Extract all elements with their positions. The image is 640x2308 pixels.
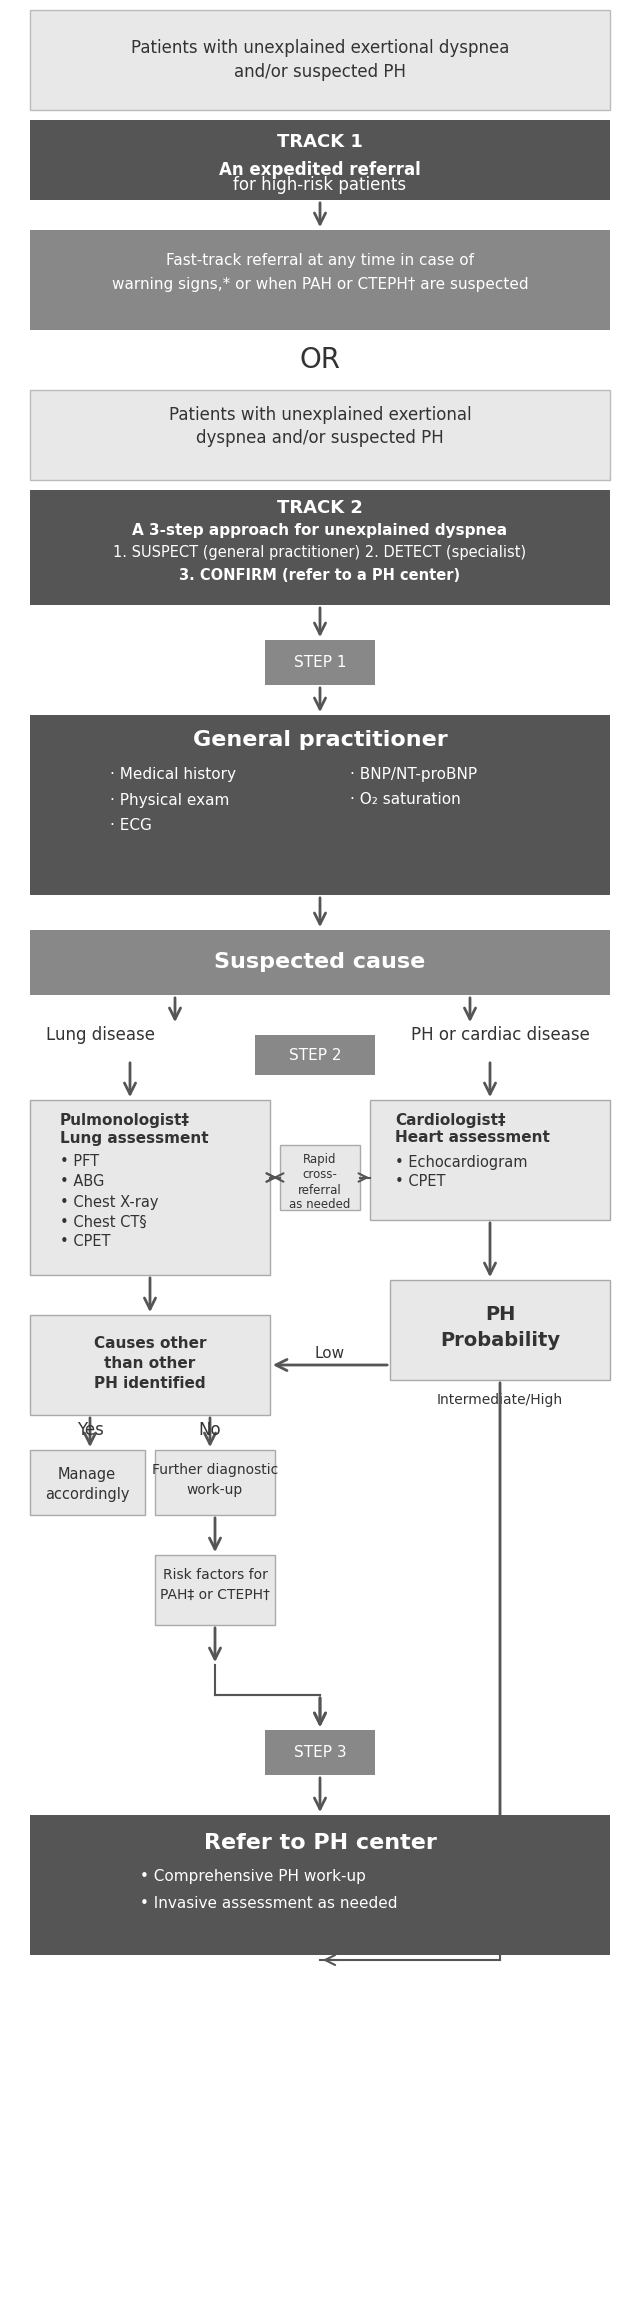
- Text: work-up: work-up: [187, 1484, 243, 1498]
- FancyBboxPatch shape: [30, 9, 610, 111]
- Text: · ECG: · ECG: [110, 817, 152, 833]
- Text: • Echocardiogram: • Echocardiogram: [395, 1154, 527, 1170]
- Text: accordingly: accordingly: [45, 1486, 129, 1503]
- FancyBboxPatch shape: [30, 489, 610, 605]
- Text: cross-: cross-: [303, 1168, 337, 1182]
- Text: · BNP/NT-proBNP: · BNP/NT-proBNP: [350, 769, 477, 782]
- Text: Manage: Manage: [58, 1468, 116, 1482]
- Text: Cardiologist‡: Cardiologist‡: [395, 1112, 506, 1129]
- Text: No: No: [198, 1422, 221, 1438]
- FancyBboxPatch shape: [30, 715, 610, 896]
- Text: Lung assessment: Lung assessment: [60, 1131, 209, 1145]
- FancyBboxPatch shape: [265, 1731, 375, 1775]
- Text: Suspected cause: Suspected cause: [214, 953, 426, 972]
- Text: STEP 3: STEP 3: [294, 1745, 346, 1761]
- Text: Patients with unexplained exertional: Patients with unexplained exertional: [169, 406, 471, 425]
- FancyBboxPatch shape: [30, 1449, 145, 1514]
- Text: warning signs,* or when PAH or CTEPH† are suspected: warning signs,* or when PAH or CTEPH† ar…: [112, 277, 528, 293]
- Text: for high-risk patients: for high-risk patients: [234, 175, 406, 194]
- FancyBboxPatch shape: [30, 930, 610, 995]
- Text: PH or cardiac disease: PH or cardiac disease: [411, 1027, 589, 1043]
- Text: referral: referral: [298, 1184, 342, 1196]
- FancyBboxPatch shape: [370, 1101, 610, 1221]
- Text: PH: PH: [485, 1306, 515, 1325]
- Text: Heart assessment: Heart assessment: [395, 1131, 550, 1145]
- Text: Rapid: Rapid: [303, 1154, 337, 1166]
- Text: and/or suspected PH: and/or suspected PH: [234, 62, 406, 81]
- Text: A 3-step approach for unexplained dyspnea: A 3-step approach for unexplained dyspne…: [132, 522, 508, 538]
- Text: 3. CONFIRM (refer to a PH center): 3. CONFIRM (refer to a PH center): [179, 568, 461, 582]
- Text: PH identified: PH identified: [94, 1376, 206, 1389]
- FancyBboxPatch shape: [390, 1281, 610, 1380]
- FancyBboxPatch shape: [30, 231, 610, 330]
- Text: · O₂ saturation: · O₂ saturation: [350, 792, 461, 808]
- Text: TRACK 2: TRACK 2: [277, 499, 363, 517]
- FancyBboxPatch shape: [30, 1101, 270, 1274]
- Text: Pulmonologist‡: Pulmonologist‡: [60, 1112, 190, 1129]
- Text: Causes other: Causes other: [93, 1336, 206, 1350]
- Text: Yes: Yes: [77, 1422, 104, 1438]
- FancyBboxPatch shape: [280, 1145, 360, 1209]
- FancyBboxPatch shape: [155, 1556, 275, 1625]
- Text: PAH‡ or CTEPH†: PAH‡ or CTEPH†: [160, 1588, 270, 1602]
- FancyBboxPatch shape: [30, 1814, 610, 1955]
- Text: General practitioner: General practitioner: [193, 729, 447, 750]
- FancyBboxPatch shape: [30, 1316, 270, 1415]
- Text: TRACK 1: TRACK 1: [277, 134, 363, 150]
- Text: Further diagnostic: Further diagnostic: [152, 1463, 278, 1477]
- Text: • CPET: • CPET: [395, 1175, 445, 1189]
- Text: • CPET: • CPET: [60, 1235, 111, 1249]
- Text: · Medical history: · Medical history: [110, 769, 236, 782]
- FancyBboxPatch shape: [30, 120, 610, 201]
- Text: Risk factors for: Risk factors for: [163, 1567, 268, 1581]
- Text: · Physical exam: · Physical exam: [110, 792, 229, 808]
- Text: Lung disease: Lung disease: [45, 1027, 154, 1043]
- FancyBboxPatch shape: [30, 390, 610, 480]
- Text: dyspnea and/or suspected PH: dyspnea and/or suspected PH: [196, 429, 444, 448]
- Text: Refer to PH center: Refer to PH center: [204, 1833, 436, 1853]
- Text: STEP 2: STEP 2: [289, 1048, 341, 1062]
- Text: • Invasive assessment as needed: • Invasive assessment as needed: [140, 1895, 397, 1911]
- Text: Probability: Probability: [440, 1329, 560, 1350]
- Text: • PFT: • PFT: [60, 1154, 99, 1170]
- Text: • Chest X-ray: • Chest X-ray: [60, 1196, 159, 1209]
- Text: • ABG: • ABG: [60, 1175, 104, 1189]
- Text: as needed: as needed: [289, 1198, 351, 1212]
- Text: Fast-track referral at any time in case of: Fast-track referral at any time in case …: [166, 252, 474, 268]
- FancyBboxPatch shape: [265, 639, 375, 685]
- Text: 1. SUSPECT (general practitioner) 2. DETECT (specialist): 1. SUSPECT (general practitioner) 2. DET…: [113, 545, 527, 561]
- Text: than other: than other: [104, 1355, 196, 1371]
- Text: OR: OR: [300, 346, 340, 374]
- FancyBboxPatch shape: [255, 1034, 375, 1076]
- Text: Low: Low: [315, 1346, 345, 1359]
- Text: Patients with unexplained exertional dyspnea: Patients with unexplained exertional dys…: [131, 39, 509, 58]
- Text: • Chest CT§: • Chest CT§: [60, 1214, 147, 1230]
- FancyBboxPatch shape: [155, 1449, 275, 1514]
- Text: STEP 1: STEP 1: [294, 655, 346, 669]
- Text: Intermediate/High: Intermediate/High: [437, 1394, 563, 1408]
- Text: An expedited referral: An expedited referral: [219, 162, 421, 180]
- Text: • Comprehensive PH work-up: • Comprehensive PH work-up: [140, 1869, 366, 1886]
